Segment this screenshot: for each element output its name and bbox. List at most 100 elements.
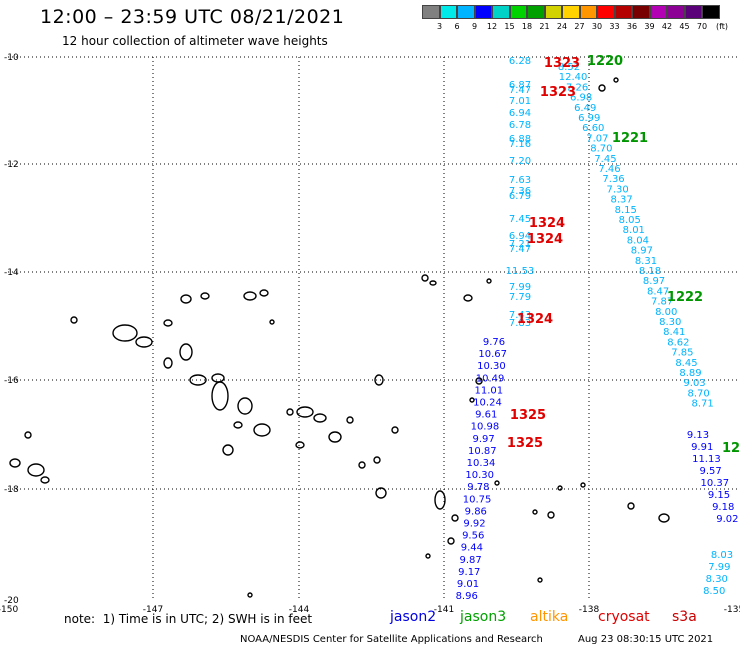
island-outline — [211, 373, 225, 383]
swh-value: 8.97 — [643, 276, 665, 287]
swh-value: 7.99 — [708, 562, 730, 573]
time-label: 1323 — [540, 85, 576, 100]
island-outline — [429, 280, 437, 286]
swh-value: 8.00 — [655, 307, 677, 318]
swh-value: 8.70 — [687, 388, 709, 399]
generated-timestamp: Aug 23 08:30:15 UTC 2021 — [578, 634, 714, 645]
scale-label: 15 — [504, 22, 515, 31]
island-outline — [486, 278, 492, 284]
color-scale-labels: 3 6 9 12 15 18 21 24 27 30 33 36 39 42 45 70 (ft) — [422, 22, 740, 36]
swh-value: 7.47 — [509, 85, 531, 96]
island-outline — [613, 77, 619, 83]
longitude-label: -138 — [579, 605, 600, 615]
swh-value: 7.01 — [509, 96, 531, 107]
island-outline — [328, 431, 342, 443]
time-label: 12 — [722, 441, 740, 456]
island-outline — [247, 592, 253, 598]
island-outline — [112, 324, 138, 342]
island-outline — [313, 413, 327, 423]
scale-swatch — [527, 5, 545, 19]
credit-line: NOAA/NESDIS Center for Satellite Applica… — [240, 634, 543, 645]
swh-value: 8.04 — [627, 235, 649, 246]
swh-value: 9.56 — [462, 531, 484, 542]
swh-value: 10.30 — [477, 361, 506, 372]
island-outline — [451, 514, 459, 522]
swh-value: 7.83 — [509, 318, 531, 329]
scale-swatch — [439, 5, 457, 19]
scale-label: 33 — [609, 22, 620, 31]
swh-value: 6.94 — [509, 231, 531, 242]
legend-jason2: jason2 — [390, 609, 437, 625]
swh-value: 9.03 — [683, 378, 705, 389]
time-label: 1324 — [517, 312, 553, 327]
latitude-label: -20 — [4, 596, 19, 606]
page-subtitle: 12 hour collection of altimeter wave hei… — [62, 34, 328, 48]
swh-value: 8.18 — [639, 266, 661, 277]
island-outline — [269, 319, 275, 325]
axis-tick-labels: -10 -12 -14 -16 -18 -20-150 -147 -144 -141 -138 -1… — [0, 53, 740, 615]
time-label: 1324 — [527, 232, 563, 247]
island-outline — [434, 490, 446, 510]
swh-value: 9.76 — [483, 337, 505, 348]
island-outline — [557, 485, 563, 491]
longitude-label: -150 — [0, 605, 18, 615]
island-outline — [373, 456, 381, 464]
scale-label: (ft) — [715, 22, 729, 31]
swh-value: 7.21 — [509, 239, 531, 250]
island-outline — [237, 397, 253, 415]
scale-swatch — [457, 5, 475, 19]
latitude-label: -10 — [4, 53, 19, 63]
legend-altika: altika — [530, 609, 569, 625]
swh-value: 8.96 — [456, 591, 478, 602]
island-outline — [135, 336, 153, 348]
swh-value: 8.41 — [663, 327, 685, 338]
island-outline — [296, 406, 314, 418]
island-outline — [447, 537, 455, 545]
latitude-label: -16 — [4, 376, 19, 386]
swh-value: 6.49 — [574, 103, 596, 114]
swh-value: 6.87 — [509, 80, 531, 91]
scale-label: 6 — [454, 22, 460, 31]
swh-value: 7.87 — [651, 297, 673, 308]
swh-value: 10.37 — [700, 478, 729, 489]
swh-value: 8.05 — [619, 215, 641, 226]
swh-value: 8.03 — [711, 550, 733, 561]
swh-value: 7.79 — [509, 292, 531, 303]
island-outline — [180, 294, 192, 304]
scale-label: 24 — [556, 22, 568, 31]
swh-value: 7.46 — [598, 164, 620, 175]
swh-value: 11.53 — [506, 266, 535, 277]
time-label: 1324 — [529, 216, 565, 231]
scale-label: 18 — [521, 22, 533, 31]
island-outline — [547, 511, 555, 519]
scale-swatch — [509, 5, 527, 19]
island-outlines — [9, 77, 670, 598]
swh-value: 7.47 — [509, 244, 531, 255]
swh-value: 7.16 — [509, 139, 531, 150]
swh-value: 9.78 — [467, 482, 489, 493]
swh-value: 6.28 — [509, 56, 531, 67]
swh-value: 8.52 — [558, 62, 580, 73]
swh-value: 8.47 — [647, 286, 669, 297]
swh-value: 6.60 — [582, 123, 604, 134]
island-outline — [580, 482, 586, 488]
island-outline — [163, 319, 173, 327]
longitude-label: -144 — [289, 605, 310, 615]
scale-swatch — [544, 5, 562, 19]
island-outline — [295, 441, 305, 449]
scale-swatch — [562, 5, 580, 19]
swh-value: 9.44 — [461, 543, 483, 554]
time-label: 1325 — [510, 408, 546, 423]
island-outline — [475, 377, 483, 385]
scale-label: 36 — [626, 22, 638, 31]
island-outline — [346, 416, 354, 424]
swh-value: 7.63 — [509, 175, 531, 186]
swh-value: 8.50 — [703, 586, 725, 597]
legend-s3a: s3a — [672, 609, 697, 625]
scale-label: 42 — [661, 22, 673, 31]
swh-value: 10.49 — [476, 373, 505, 384]
island-outline — [391, 426, 399, 434]
longitude-label: -147 — [143, 605, 163, 615]
swh-value: 8.30 — [659, 317, 681, 328]
swh-value: 10.87 — [468, 446, 497, 457]
